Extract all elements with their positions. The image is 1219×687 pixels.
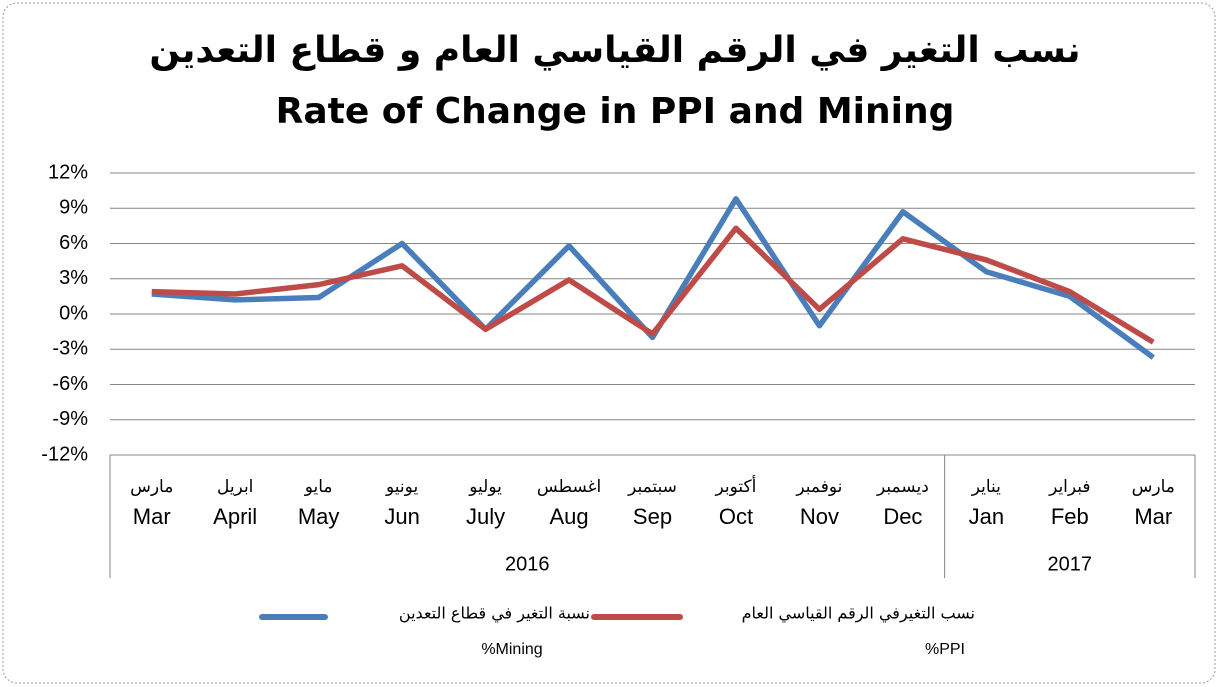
chart-title: Rate of Change in PPI and Mining [276,91,955,132]
x-tick-label: Feb [1051,504,1089,529]
y-tick-label: 3% [59,267,88,289]
legend-label: نسبة التغير في قطاع التعدين [399,604,590,624]
group-label: 2017 [1048,553,1093,575]
y-tick-label: 12% [48,161,88,183]
x-tick-label-ar: مارس [130,477,173,497]
x-tick-label: Nov [800,504,839,529]
y-tick-label: -12% [41,443,88,465]
y-tick-label: 6% [59,232,88,254]
x-tick-label-ar: أكتوبر [715,475,757,497]
series-line [151,225,1155,345]
x-tick-label-ar: ابريل [217,477,253,497]
y-tick-label: 0% [59,302,88,324]
x-tick-label: Sep [633,504,672,529]
x-tick-label-ar: اغسطس [537,477,601,497]
x-tick-label: Jan [969,504,1004,529]
x-tick-label-ar: ديسمبر [876,477,929,497]
series-line [151,196,1155,360]
x-tick-label: July [466,504,505,529]
y-tick-label: -6% [52,373,88,395]
x-tick-label: Aug [549,504,588,529]
x-tick-label-ar: نوفمبر [795,477,842,497]
y-tick-label: -3% [52,338,88,360]
chart-title-ar: نسب التغير في الرقم القياسي العام و قطاع… [149,30,1080,71]
legend-label-en: %Mining [481,641,542,658]
group-label: 2016 [505,553,550,575]
x-tick-label: April [213,504,257,529]
x-tick-label: Mar [1134,504,1172,529]
x-tick-label: Jun [384,504,419,529]
x-tick-label-ar: يونيو [385,477,418,497]
x-tick-label-ar: مايو [304,477,333,497]
y-tick-label: -9% [52,408,88,430]
x-tick-label-ar: فبراير [1048,477,1090,497]
legend-label-en: %PPI [925,641,965,658]
y-tick-label: 9% [59,197,88,219]
x-tick-label: Oct [719,504,753,529]
x-tick-label: Mar [133,504,171,529]
x-tick-label: Dec [883,504,922,529]
legend-label: نسب التغيرفي الرقم القياسي العام [742,604,975,624]
x-tick-label-ar: مارس [1132,477,1175,497]
x-tick-label-ar: يوليو [468,477,502,497]
x-tick-label: May [298,504,340,529]
x-tick-label-ar: يناير [971,477,1001,497]
x-tick-label-ar: سبتمبر [627,477,677,497]
